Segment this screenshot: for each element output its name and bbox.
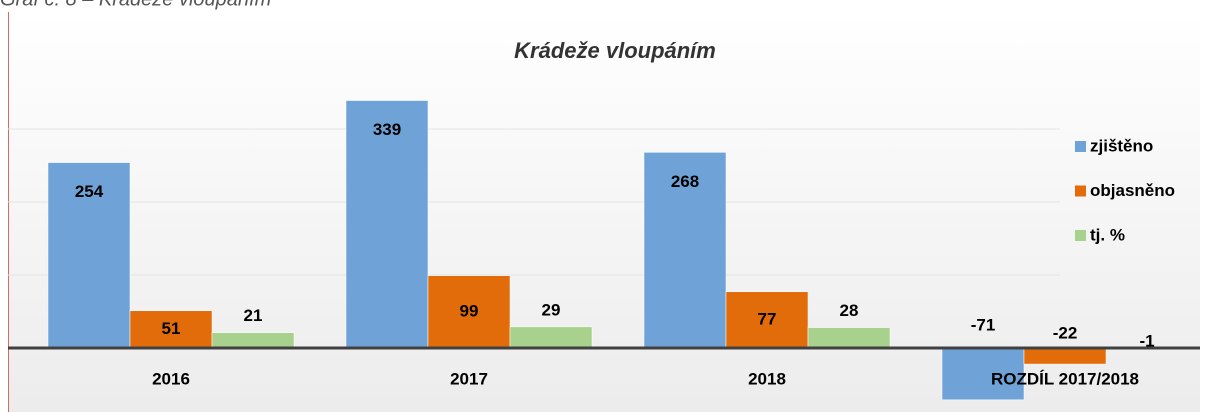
bar xyxy=(345,100,429,349)
bar xyxy=(211,332,295,349)
bar xyxy=(643,152,727,349)
data-label: 51 xyxy=(162,319,181,338)
x-tick-label: 2016 xyxy=(152,369,190,388)
bar xyxy=(129,310,213,349)
data-label: 268 xyxy=(671,172,699,191)
x-tick-label: 2017 xyxy=(450,369,488,388)
chart-title: Krádeže vloupáním xyxy=(514,38,716,63)
legend-label: objasněno xyxy=(1090,181,1175,200)
bar xyxy=(807,327,891,349)
caption: Graf č. 8 – Krádeže vloupáním xyxy=(0,0,271,10)
bar xyxy=(509,326,593,349)
legend-swatch xyxy=(1075,141,1086,152)
data-label: 29 xyxy=(542,300,561,319)
x-tick-label: 2018 xyxy=(748,369,786,388)
data-label: 77 xyxy=(758,309,777,328)
legend-swatch xyxy=(1075,230,1086,241)
legend-swatch xyxy=(1075,185,1086,197)
x-tick-label: ROZDÍL 2017/2018 xyxy=(991,369,1139,388)
data-label: 339 xyxy=(373,120,401,139)
legend-label: tj. % xyxy=(1090,225,1125,244)
legend-label: zjištěno xyxy=(1090,136,1153,155)
data-label: 254 xyxy=(75,182,104,201)
bar xyxy=(427,275,511,349)
data-label: -1 xyxy=(1139,331,1154,350)
data-label: 28 xyxy=(840,301,859,320)
data-label: 99 xyxy=(460,301,479,320)
bar xyxy=(725,291,809,349)
bar xyxy=(1023,347,1107,365)
data-label: -71 xyxy=(971,315,996,334)
data-label: -22 xyxy=(1053,323,1078,342)
data-label: 21 xyxy=(244,306,263,325)
bar xyxy=(941,347,1025,401)
